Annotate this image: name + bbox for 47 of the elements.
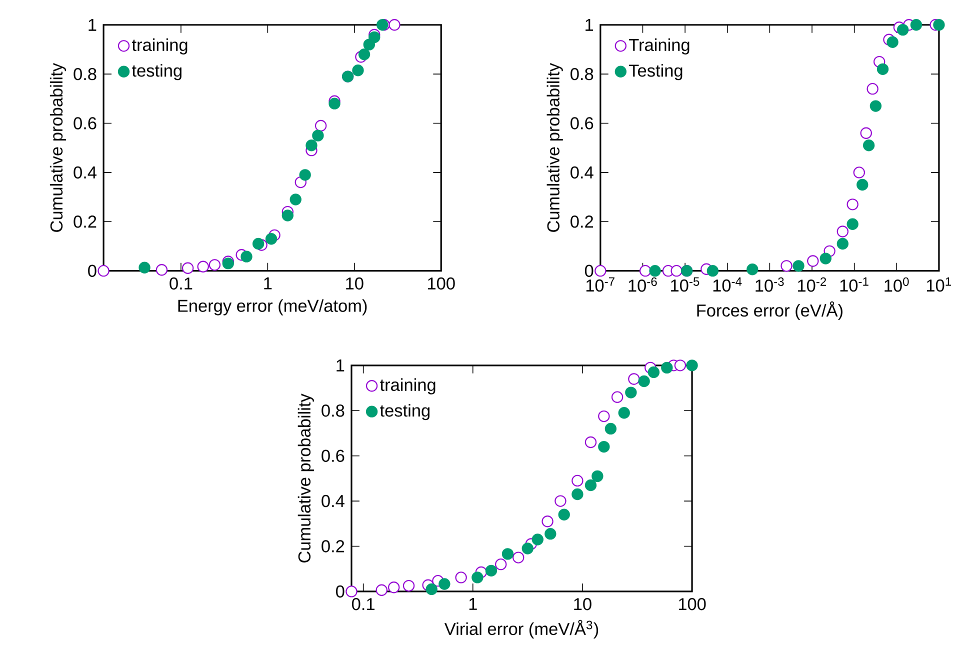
x-tick-label: 10$^{-7}$ [586,277,614,292]
x-axis-title: Energy error (meV/atom) [178,299,367,316]
y-axis-title: Cumulative probability [546,62,563,232]
y-tick-label: 0.6 [74,117,96,130]
y-tick-label: 0.4 [322,494,344,508]
x-tick-label: 0.1 [170,277,192,290]
x-tick-label: 10$^{0}$ [884,277,909,292]
x-tick-label: 10$^{-1}$ [840,277,868,292]
x-tick-label: 10$^{-6}$ [628,277,657,292]
x-tick-label: 10 [346,277,364,290]
y-tick-label: 1 [586,18,594,31]
y-tick-label: 0.2 [322,540,344,552]
y-tick-label: 0 [336,585,344,598]
legend-label: testing [132,64,182,80]
x-tick-label: 10$^{-4}$ [713,277,742,292]
y-tick-label: 0.2 [570,215,593,228]
x-tick-label: 0.1 [352,598,374,610]
y-tick-label: 0 [88,264,96,277]
x-tick-label: 10$^{-5}$ [671,277,700,292]
x-tick-label: 10$^{-3}$ [756,277,784,292]
y-axis-title: Cumulative probability [298,394,314,562]
y-tick-label: 0.2 [74,215,96,228]
x-tick-label: 1 [264,277,272,290]
x-tick-label: 100 [678,598,706,610]
x-tick-label: 100 [428,277,455,290]
x-axis-title: Forces error (eV/Å) [697,301,842,320]
legend-label: Testing [629,64,682,80]
legend-label: training [132,38,188,54]
y-axis-title: Cumulative probability [50,62,66,232]
y-tick-label: 0.6 [570,117,594,130]
y-tick-label: 0 [584,264,594,277]
x-tick-label: 10$^{-2}$ [798,277,826,292]
legend-label: testing [380,404,430,420]
y-tick-label: 0.6 [322,450,344,462]
x-axis-title: Virial error (meV/Å$^{3}$) [444,620,598,638]
x-tick-label: 10 [574,598,592,610]
y-tick-label: 0.8 [570,68,594,80]
y-tick-label: 1 [88,18,96,31]
x-tick-label: 1 [469,598,477,610]
y-tick-label: 0.4 [570,166,594,178]
y-tick-label: 1 [336,359,344,372]
x-tick-label: 10$^{1}$ [926,277,951,292]
y-tick-label: 0.8 [74,68,96,80]
legend-label: Training [629,38,690,54]
y-tick-label: 0.8 [322,404,344,417]
y-tick-label: 0.4 [74,166,97,178]
legend-label: training [380,378,436,394]
